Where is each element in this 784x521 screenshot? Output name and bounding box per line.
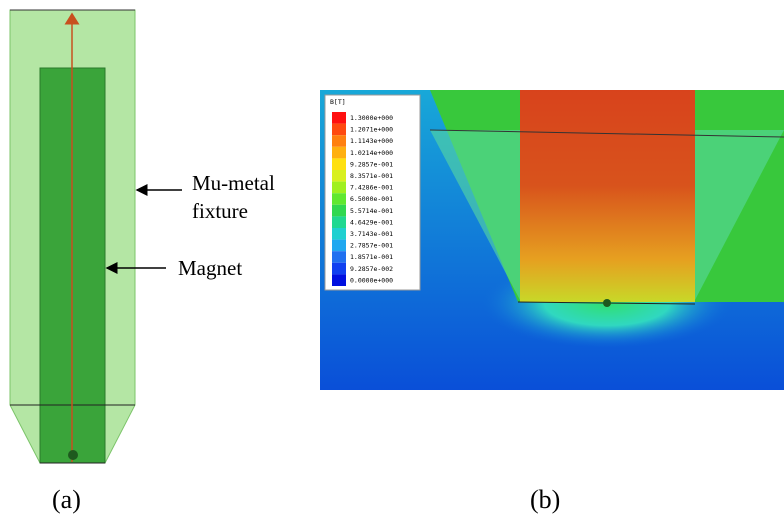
legend-swatch	[332, 263, 346, 275]
legend-label: 1.1143e+000	[350, 137, 393, 145]
figure: Mu-metal fixture Magnet (a) B[T] 1.3000e…	[0, 0, 784, 521]
probe	[603, 299, 611, 307]
legend-swatch	[332, 216, 346, 228]
legend-label: 4.6429e-001	[350, 218, 393, 226]
panel-a: Mu-metal fixture Magnet (a)	[10, 10, 275, 514]
legend-label: 9.2857e-002	[350, 265, 393, 273]
legend-swatch	[332, 135, 346, 147]
legend-swatch	[332, 251, 346, 263]
legend-swatch	[332, 147, 346, 159]
legend-swatch	[332, 124, 346, 136]
probe	[68, 450, 78, 460]
callout-text: Magnet	[178, 256, 242, 280]
legend-label: 1.3000e+000	[350, 114, 393, 122]
magnet-field	[520, 90, 695, 302]
legend-swatch	[332, 274, 346, 286]
callout-text: Mu-metal	[192, 171, 275, 195]
legend-swatch	[332, 228, 346, 240]
legend-label: 5.5714e-001	[350, 207, 393, 215]
legend-swatch	[332, 240, 346, 252]
legend-label: 6.5000e-001	[350, 195, 393, 203]
legend-swatch	[332, 112, 346, 124]
legend-swatch	[332, 170, 346, 182]
legend-entries: 1.3000e+000 1.2071e+000 1.1143e+000 1.0214e…	[332, 112, 393, 286]
legend-title: B[T]	[330, 98, 346, 106]
legend-label: 9.2857e-001	[350, 160, 393, 168]
legend-label: 2.7857e-001	[350, 242, 393, 250]
legend-label: 8.3571e-001	[350, 172, 393, 180]
callout-text: fixture	[192, 199, 248, 223]
legend-swatch	[332, 193, 346, 205]
panel-label: (a)	[52, 485, 81, 514]
legend-label: 0.0000e+000	[350, 276, 393, 284]
legend-label: 1.8571e-001	[350, 253, 393, 261]
panel-label: (b)	[530, 485, 560, 514]
legend-swatch	[332, 158, 346, 170]
legend-label: 7.4286e-001	[350, 184, 393, 192]
panel-b: B[T] 1.3000e+0001.2071e+0001.1143e+0001.…	[320, 90, 784, 514]
legend-label: 1.0214e+000	[350, 149, 393, 157]
legend-label: 3.7143e-001	[350, 230, 393, 238]
legend-swatch	[332, 205, 346, 217]
legend-swatch	[332, 182, 346, 194]
legend-label: 1.2071e+000	[350, 126, 393, 134]
